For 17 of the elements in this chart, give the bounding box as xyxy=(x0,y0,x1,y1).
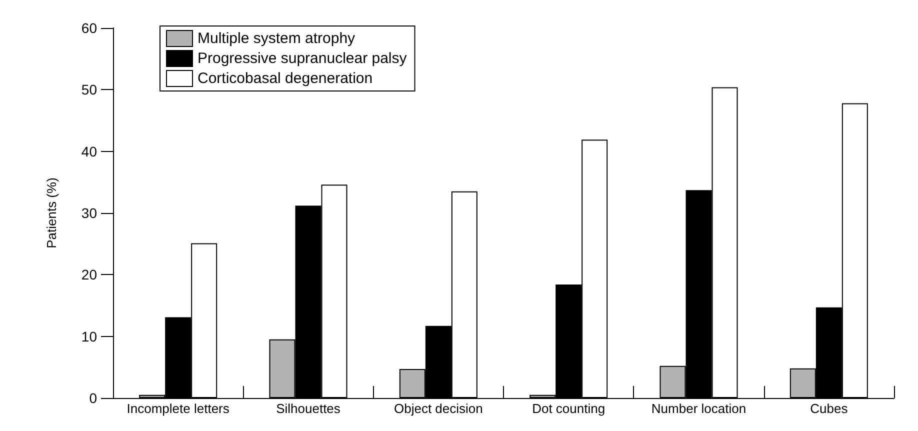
y-tick-label: 50 xyxy=(81,82,98,98)
legend-label: Multiple system atrophy xyxy=(198,30,356,47)
legend-label: Progressive supranuclear palsy xyxy=(198,50,408,67)
x-tick-label: Number location xyxy=(651,401,746,416)
y-tick-label: 60 xyxy=(81,20,98,36)
x-tick-label: Incomplete letters xyxy=(126,401,230,416)
x-tick-label: Silhouettes xyxy=(276,401,341,416)
y-tick-label: 30 xyxy=(81,205,98,221)
y-axis-title: Patients (%) xyxy=(44,178,59,248)
y-tick-label: 40 xyxy=(81,143,98,160)
y-tick-label: 0 xyxy=(89,390,98,406)
x-tick-label: Cubes xyxy=(810,401,848,416)
y-tick-label: 10 xyxy=(81,328,98,344)
x-tick-label: Object decision xyxy=(394,401,483,416)
x-tick-label: Dot counting xyxy=(532,401,606,416)
y-tick-label: 20 xyxy=(81,266,98,283)
legend-label: Corticobasal degeneration xyxy=(198,70,373,87)
